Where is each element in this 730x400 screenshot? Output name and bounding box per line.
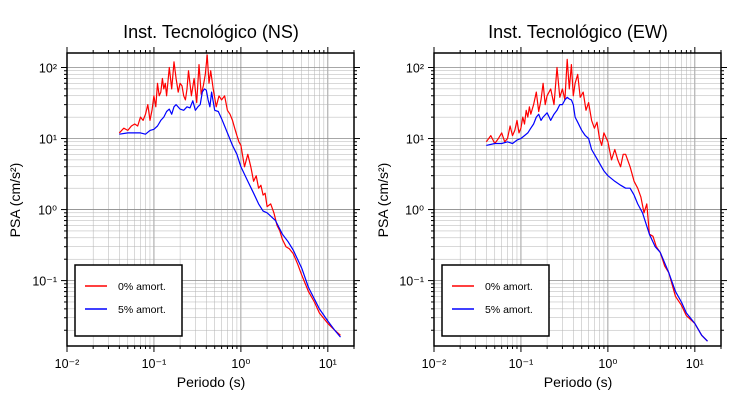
- y-axis-label: PSA (cm/s²): [7, 163, 23, 238]
- tick-label: 10⁰: [598, 357, 617, 371]
- tick-label: 10⁻²: [422, 357, 447, 371]
- tick-label: 10⁻²: [55, 357, 80, 371]
- tick-label: 10⁰: [38, 204, 57, 218]
- plot-area: 10⁻² 10⁻¹ 10⁰ 10¹ 10⁻¹ 10⁰ 10¹ 10² 0% amort. 5% a…: [399, 47, 727, 371]
- legend-box: [441, 264, 550, 337]
- series-line-damped: [486, 96, 708, 342]
- tick-label: 10¹: [39, 133, 57, 147]
- x-axis-label: Periodo (s): [177, 374, 245, 390]
- chart-title: Inst. Tecnológico (EW): [488, 22, 668, 42]
- tick-label: 10⁻¹: [509, 357, 534, 371]
- tick-label: 10²: [406, 61, 424, 75]
- plot-frame: [433, 52, 722, 347]
- y-axis-label: PSA (cm/s²): [375, 163, 391, 238]
- tick-label: 10¹: [406, 133, 424, 147]
- tick-label: 10¹: [686, 357, 704, 371]
- tick-label: 10²: [39, 61, 57, 75]
- chart-ns: Inst. Tecnológico (NS) Periodo (s) PSA (…: [7, 22, 360, 390]
- series-line-undamped: [485, 58, 708, 342]
- tick-label: 10¹: [319, 357, 337, 371]
- tick-label: 10⁻¹: [399, 275, 424, 289]
- tick-label: 10⁻¹: [142, 357, 167, 371]
- tick-label: 10⁰: [405, 204, 424, 218]
- plot-frame: [66, 52, 355, 347]
- legend: 0% amort. 5% amort.: [441, 264, 550, 337]
- plot-area: 10⁻² 10⁻¹ 10⁰ 10¹ 10⁻¹ 10⁰ 10¹ 10² 0% amort. 5% a…: [32, 47, 360, 371]
- grid: [433, 53, 722, 346]
- tick-label: 10⁻¹: [32, 275, 57, 289]
- legend-entry: 0% amort.: [118, 281, 166, 293]
- legend-box: [74, 264, 183, 337]
- series-line-damped: [119, 88, 341, 338]
- legend-entry: 0% amort.: [485, 281, 533, 293]
- tick-label: 10⁰: [231, 357, 250, 371]
- legend: 0% amort. 5% amort.: [74, 264, 183, 337]
- chart-title: Inst. Tecnológico (NS): [123, 22, 299, 42]
- legend-entry: 5% amort.: [485, 304, 533, 316]
- legend-entry: 5% amort.: [118, 304, 166, 316]
- chart-ew: Inst. Tecnológico (EW) Periodo (s) PSA (…: [375, 22, 727, 390]
- x-axis-label: Periodo (s): [544, 374, 612, 390]
